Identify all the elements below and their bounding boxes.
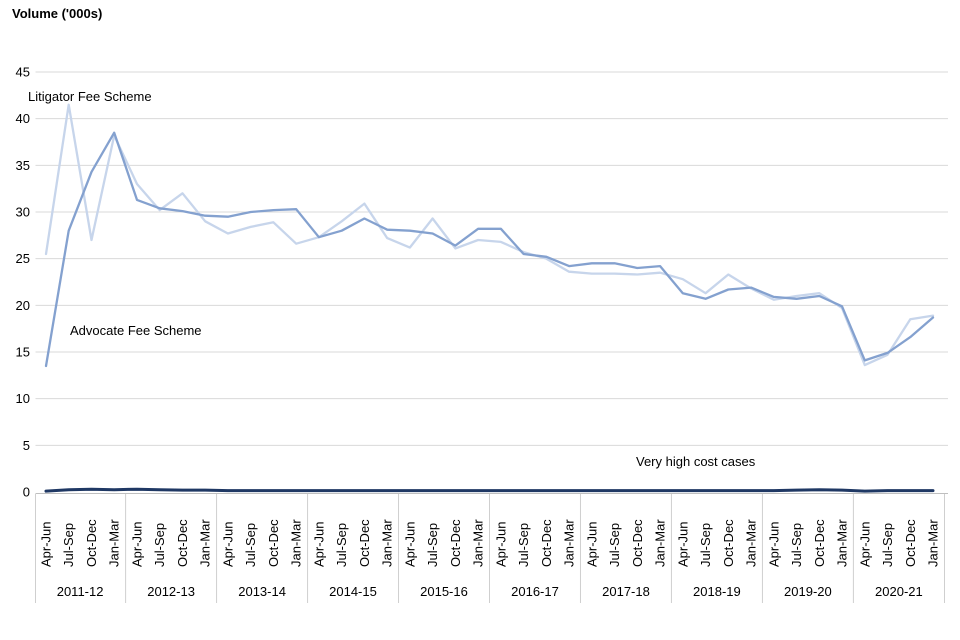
y-tick-label: 0 [23,485,30,500]
y-tick-label: 25 [16,251,30,266]
x-tick-label-quarter: Jul-Sep [243,523,258,567]
x-tick-label-quarter: Oct-Dec [84,519,99,567]
x-tick-label-quarter: Jan-Mar [562,519,577,567]
y-tick-label: 35 [16,158,30,173]
series-line-very-high-cost-cases [44,487,935,493]
x-axis-year-label: 2012-13 [147,584,195,599]
x-tick-label-quarter: Jan-Mar [289,519,304,567]
x-tick-label-quarter: Oct-Dec [812,519,827,567]
x-tick-label-quarter: Apr-Jun [130,521,145,567]
x-tick-label-quarter: Jan-Mar [835,519,850,567]
x-axis-year-label: 2017-18 [602,584,650,599]
x-tick-label-quarter: Apr-Jun [220,521,235,567]
x-tick-label-quarter: Apr-Jun [857,521,872,567]
x-tick-label-quarter: Oct-Dec [448,519,463,567]
x-axis-year-label: 2011-12 [57,584,104,599]
x-tick-label-quarter: Oct-Dec [721,519,736,567]
series-label-advocate-fee-scheme: Advocate Fee Scheme [70,323,202,338]
x-tick-label-quarter: Jan-Mar [653,519,668,567]
x-axis-year-label: 2016-17 [511,584,559,599]
x-axis-year-label: 2020-21 [875,584,923,599]
x-tick-label-quarter: Apr-Jun [39,521,54,567]
x-tick-label-quarter: Jul-Sep [61,523,76,567]
x-tick-label-quarter: Apr-Jun [766,521,781,567]
x-tick-label-quarter: Jan-Mar [198,519,213,567]
x-tick-label-quarter: Apr-Jun [493,521,508,567]
x-tick-label-quarter: Jan-Mar [107,519,122,567]
x-tick-label-quarter: Apr-Jun [402,521,417,567]
series-label-litigator-fee-scheme: Litigator Fee Scheme [28,89,152,104]
x-tick-label-quarter: Jul-Sep [152,523,167,567]
x-tick-label-quarter: Oct-Dec [266,519,281,567]
x-tick-label-quarter: Jul-Sep [880,523,895,567]
x-tick-label-quarter: Jul-Sep [698,523,713,567]
x-tick-label-quarter: Oct-Dec [903,519,918,567]
chart-title: Volume ('000s) [12,6,103,21]
series-line-advocate-fee-scheme [44,131,935,368]
y-tick-label: 15 [16,345,30,360]
x-tick-label-quarter: Oct-Dec [357,519,372,567]
x-tick-label-quarter: Jan-Mar [926,519,941,567]
y-tick-label: 30 [16,205,30,220]
x-tick-label-quarter: Jan-Mar [380,519,395,567]
x-axis-year-label: 2013-14 [238,584,286,599]
x-axis-year-label: 2018-19 [693,584,741,599]
x-tick-label-quarter: Jul-Sep [789,523,804,567]
y-tick-label: 10 [16,391,30,406]
x-tick-label-quarter: Oct-Dec [539,519,554,567]
x-tick-label-quarter: Jan-Mar [471,519,486,567]
x-tick-label-quarter: Jan-Mar [744,519,759,567]
x-axis-year-label: 2015-16 [420,584,468,599]
y-tick-label: 20 [16,298,30,313]
y-tick-label: 40 [16,111,30,126]
x-tick-label-quarter: Apr-Jun [675,521,690,567]
series-label-very-high-cost-cases: Very high cost cases [636,454,756,469]
x-tick-label-quarter: Oct-Dec [630,519,645,567]
x-axis-year-label: 2019-20 [784,584,832,599]
y-tick-label: 5 [23,438,30,453]
x-tick-label-quarter: Apr-Jun [311,521,326,567]
x-axis-year-label: 2014-15 [329,584,377,599]
y-tick-label: 45 [16,65,30,80]
x-tick-label-quarter: Jul-Sep [334,523,349,567]
x-tick-label-quarter: Oct-Dec [175,519,190,567]
x-tick-label-quarter: Apr-Jun [584,521,599,567]
x-tick-label-quarter: Jul-Sep [516,523,531,567]
x-tick-label-quarter: Jul-Sep [425,523,440,567]
x-tick-label-quarter: Jul-Sep [607,523,622,567]
